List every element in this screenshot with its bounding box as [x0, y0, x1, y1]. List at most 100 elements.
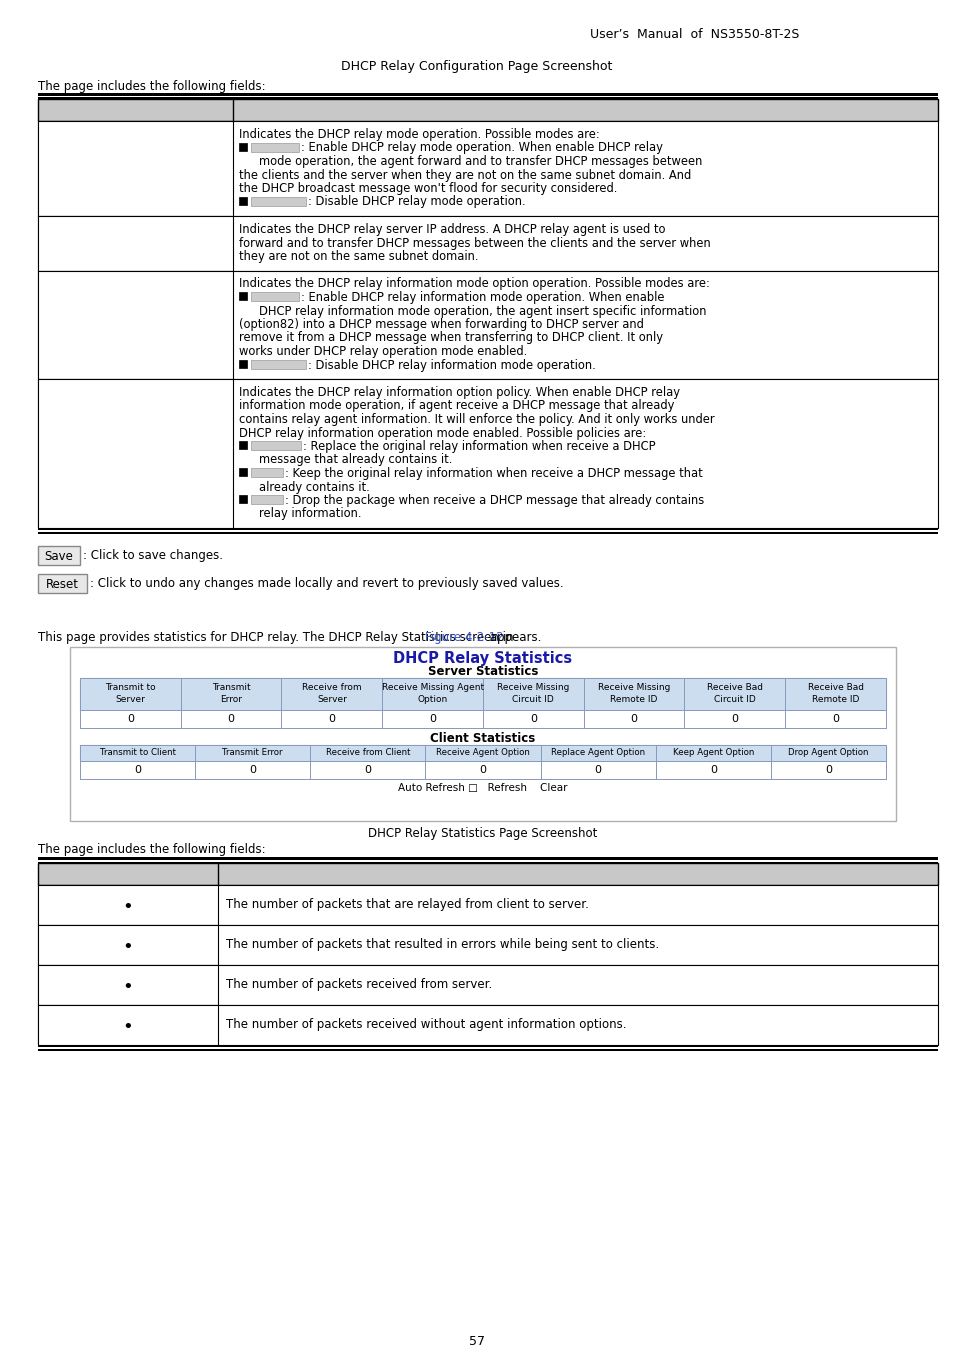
Text: The number of packets received from server.: The number of packets received from serv…: [226, 977, 492, 991]
Bar: [38, 965, 218, 1004]
Bar: [425, 745, 540, 761]
Text: forward and to transfer DHCP messages between the clients and the server when: forward and to transfer DHCP messages be…: [239, 236, 710, 250]
Bar: [38, 122, 937, 216]
Text: : Drop the package when receive a DHCP message that already contains: : Drop the package when receive a DHCP m…: [285, 494, 703, 508]
Bar: [38, 216, 937, 270]
Text: Drop Agent Option: Drop Agent Option: [787, 748, 868, 757]
Text: Transmit Error: Transmit Error: [222, 748, 283, 757]
Bar: [38, 93, 937, 96]
Text: Transmit to: Transmit to: [105, 683, 155, 693]
Bar: [70, 647, 895, 821]
Bar: [80, 745, 195, 761]
Text: Circuit ID: Circuit ID: [512, 695, 554, 703]
Bar: [770, 745, 885, 761]
Bar: [38, 216, 233, 270]
Text: : Replace the original relay information when receive a DHCP: : Replace the original relay information…: [303, 440, 655, 454]
Text: The page includes the following fields:: The page includes the following fields:: [38, 80, 265, 93]
Text: 0: 0: [328, 714, 335, 724]
Text: Circuit ID: Circuit ID: [713, 695, 755, 703]
Text: Keep Agent Option: Keep Agent Option: [672, 748, 753, 757]
Text: 0: 0: [594, 765, 601, 775]
Bar: [38, 863, 937, 886]
Text: Indicates the DHCP relay information option policy. When enable DHCP relay: Indicates the DHCP relay information opt…: [239, 386, 679, 400]
Bar: [38, 270, 937, 379]
Text: they are not on the same subnet domain.: they are not on the same subnet domain.: [239, 250, 478, 263]
Bar: [251, 441, 301, 450]
Bar: [251, 468, 283, 477]
Text: the DHCP broadcast message won't flood for security considered.: the DHCP broadcast message won't flood f…: [239, 182, 617, 194]
Text: Replace Agent Option: Replace Agent Option: [551, 748, 644, 757]
Text: Server Statistics: Server Statistics: [427, 666, 537, 678]
Bar: [38, 965, 937, 1004]
Text: Error: Error: [220, 695, 242, 703]
Text: message that already contains it.: message that already contains it.: [258, 454, 452, 467]
Bar: [38, 574, 87, 593]
Text: DHCP Relay Configuration Page Screenshot: DHCP Relay Configuration Page Screenshot: [341, 59, 612, 73]
Bar: [251, 359, 306, 369]
Bar: [195, 761, 310, 779]
Text: DHCP relay information mode operation, the agent insert specific information: DHCP relay information mode operation, t…: [258, 305, 706, 317]
Bar: [195, 745, 310, 761]
Bar: [784, 710, 885, 728]
Text: •: •: [123, 898, 133, 917]
Text: 0: 0: [249, 765, 256, 775]
Text: : Click to save changes.: : Click to save changes.: [83, 549, 223, 562]
Text: Receive from: Receive from: [302, 683, 361, 693]
Bar: [38, 925, 937, 965]
Text: Transmit to Client: Transmit to Client: [99, 748, 175, 757]
Bar: [38, 379, 937, 528]
Bar: [310, 761, 425, 779]
Text: (option82) into a DHCP message when forwarding to DHCP server and: (option82) into a DHCP message when forw…: [239, 319, 643, 331]
Bar: [239, 359, 247, 367]
Text: Transmit: Transmit: [212, 683, 251, 693]
Bar: [655, 761, 770, 779]
Bar: [239, 441, 247, 450]
Text: Reset: Reset: [46, 578, 79, 591]
Text: Receive Bad: Receive Bad: [807, 683, 862, 693]
Text: Indicates the DHCP relay mode operation. Possible modes are:: Indicates the DHCP relay mode operation.…: [239, 128, 599, 140]
Text: Remote ID: Remote ID: [811, 695, 859, 703]
Text: Receive from Client: Receive from Client: [325, 748, 410, 757]
Bar: [382, 710, 482, 728]
Text: Client Statistics: Client Statistics: [430, 732, 535, 745]
Bar: [38, 861, 937, 863]
Text: User’s  Manual  of  NS3550-8T-2S: User’s Manual of NS3550-8T-2S: [589, 28, 799, 40]
Text: Indicates the DHCP relay information mode option operation. Possible modes are:: Indicates the DHCP relay information mod…: [239, 278, 709, 290]
Text: Auto Refresh □   Refresh    Clear: Auto Refresh □ Refresh Clear: [397, 783, 567, 792]
Text: Indicates the DHCP relay server IP address. A DHCP relay agent is used to: Indicates the DHCP relay server IP addre…: [239, 223, 665, 236]
Text: •: •: [123, 977, 133, 996]
Bar: [80, 710, 180, 728]
Text: Figure 4-2-12: Figure 4-2-12: [425, 630, 503, 644]
Text: contains relay agent information. It will enforce the policy. And it only works : contains relay agent information. It wil…: [239, 413, 714, 427]
Text: 0: 0: [127, 714, 133, 724]
Text: 57: 57: [469, 1335, 484, 1349]
Text: 0: 0: [529, 714, 537, 724]
Bar: [180, 710, 281, 728]
Bar: [583, 710, 684, 728]
Text: 0: 0: [228, 714, 234, 724]
Bar: [38, 122, 233, 216]
Text: : Click to undo any changes made locally and revert to previously saved values.: : Click to undo any changes made locally…: [90, 576, 563, 590]
Bar: [38, 270, 233, 379]
Bar: [482, 710, 583, 728]
Bar: [38, 886, 937, 925]
Text: information mode operation, if agent receive a DHCP message that already: information mode operation, if agent rec…: [239, 400, 674, 413]
Text: already contains it.: already contains it.: [258, 481, 370, 494]
Bar: [80, 761, 885, 779]
Bar: [38, 886, 218, 925]
Text: appears.: appears.: [486, 630, 541, 644]
Bar: [38, 99, 937, 122]
Text: the clients and the server when they are not on the same subnet domain. And: the clients and the server when they are…: [239, 169, 691, 181]
Text: 0: 0: [134, 765, 141, 775]
Text: relay information.: relay information.: [258, 508, 361, 521]
Text: DHCP Relay Statistics Page Screenshot: DHCP Relay Statistics Page Screenshot: [368, 828, 598, 840]
Bar: [482, 678, 583, 710]
Bar: [38, 1004, 937, 1045]
Text: Receive Bad: Receive Bad: [706, 683, 762, 693]
Text: The page includes the following fields:: The page includes the following fields:: [38, 842, 265, 856]
Text: 0: 0: [709, 765, 716, 775]
Bar: [38, 1049, 937, 1052]
Bar: [38, 532, 937, 535]
Text: 0: 0: [364, 765, 371, 775]
Text: The number of packets that are relayed from client to server.: The number of packets that are relayed f…: [226, 898, 588, 911]
